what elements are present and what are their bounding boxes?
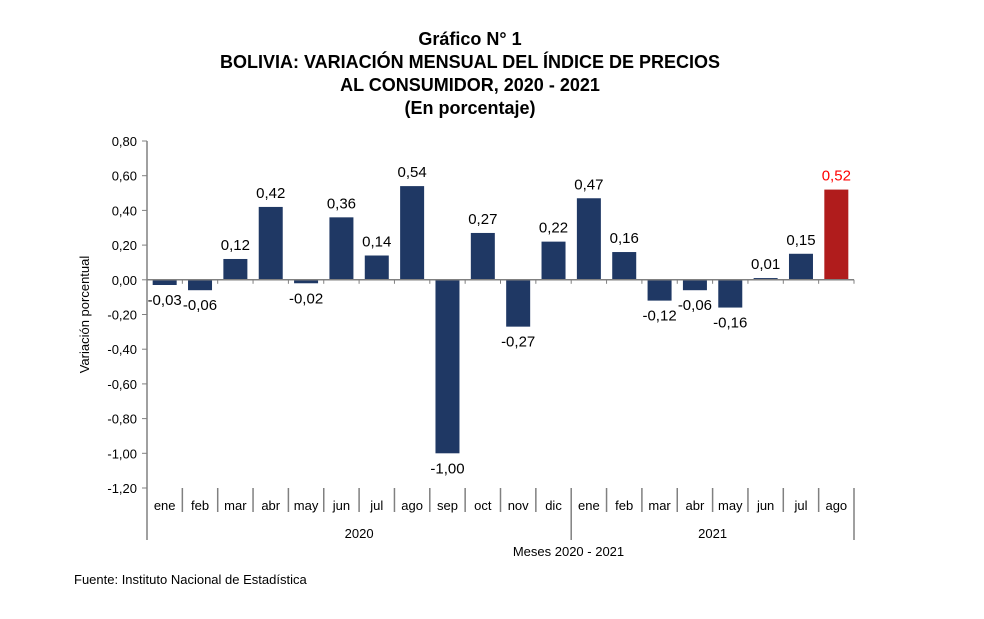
bar — [435, 279, 460, 454]
y-tick-label: -0,20 — [107, 308, 137, 323]
x-tick-label: sep — [437, 498, 458, 513]
data-label: -0,16 — [713, 315, 747, 332]
chart-title-line-4: (En porcentaje) — [404, 98, 536, 118]
y-tick-label: -0,60 — [107, 377, 137, 392]
group-label: 2020 — [345, 526, 374, 541]
bar — [152, 279, 177, 286]
x-tick-label: mar — [648, 498, 671, 513]
data-label: -0,06 — [183, 297, 217, 314]
y-tick-label: 0,20 — [112, 238, 137, 253]
bar — [223, 258, 248, 280]
bar — [258, 206, 283, 280]
bar — [188, 279, 213, 291]
y-tick-label: 0,40 — [112, 203, 137, 218]
data-label: 0,12 — [221, 237, 250, 254]
bar — [824, 189, 849, 280]
bar — [400, 186, 425, 280]
x-tick-label: jun — [332, 498, 350, 513]
data-label: 0,52 — [822, 168, 851, 185]
data-label: -0,27 — [501, 334, 535, 351]
x-tick-label: feb — [191, 498, 209, 513]
x-tick-label: ago — [401, 498, 423, 513]
y-tick-label: 0,60 — [112, 169, 137, 184]
bar — [506, 279, 531, 327]
x-tick-label: mar — [224, 498, 247, 513]
x-tick-label: may — [718, 498, 743, 513]
y-tick-label: -0,40 — [107, 342, 137, 357]
data-label: 0,47 — [574, 176, 603, 193]
y-tick-label: 0,00 — [112, 273, 137, 288]
bar — [612, 252, 637, 280]
data-label: 0,14 — [362, 234, 391, 251]
data-label: 0,16 — [610, 230, 639, 247]
data-label: 0,42 — [256, 185, 285, 202]
x-tick-label: ene — [154, 498, 176, 513]
bar — [753, 278, 778, 280]
bar — [718, 279, 743, 308]
bar — [294, 279, 319, 284]
y-tick-label: -0,80 — [107, 412, 137, 427]
x-axis-label: Meses 2020 - 2021 — [513, 544, 624, 559]
data-label: 0,15 — [786, 232, 815, 249]
bar — [682, 279, 707, 291]
data-label: 0,27 — [468, 211, 497, 228]
bar — [470, 232, 495, 280]
group-label: 2021 — [698, 526, 727, 541]
data-label: 0,01 — [751, 256, 780, 273]
x-tick-label: jul — [369, 498, 383, 513]
y-tick-label: -1,00 — [107, 446, 137, 461]
x-tick-label: feb — [615, 498, 633, 513]
data-label: -0,06 — [678, 297, 712, 314]
x-tick-label: nov — [508, 498, 529, 513]
bar — [647, 279, 672, 301]
bar — [788, 253, 813, 280]
data-label: -0,12 — [642, 308, 676, 325]
x-tick-label: abr — [261, 498, 280, 513]
data-label: -0,03 — [148, 292, 182, 309]
y-axis-label: Variación porcentual — [77, 256, 92, 374]
data-label: -0,02 — [289, 290, 323, 307]
x-tick-label: jun — [756, 498, 774, 513]
x-tick-label: ene — [578, 498, 600, 513]
data-label: 0,54 — [398, 164, 427, 181]
x-tick-label: ago — [825, 498, 847, 513]
bar — [576, 198, 601, 280]
x-tick-label: abr — [686, 498, 705, 513]
bar — [364, 255, 389, 280]
source-note: Fuente: Instituto Nacional de Estadístic… — [74, 572, 307, 587]
chart-title-line-1: Gráfico N° 1 — [418, 29, 522, 49]
data-label: 0,22 — [539, 220, 568, 237]
x-tick-label: dic — [545, 498, 562, 513]
y-tick-label: -1,20 — [107, 481, 137, 496]
data-label: 0,36 — [327, 195, 356, 212]
x-tick-label: may — [294, 498, 319, 513]
chart-title-line-3: AL CONSUMIDOR, 2020 - 2021 — [340, 75, 600, 95]
bar — [541, 241, 566, 280]
x-tick-label: oct — [474, 498, 492, 513]
chart-title-line-2: BOLIVIA: VARIACIÓN MENSUAL DEL ÍNDICE DE… — [219, 52, 721, 72]
x-tick-label: jul — [793, 498, 807, 513]
bar — [329, 217, 354, 280]
data-label: -1,00 — [430, 460, 464, 477]
y-tick-label: 0,80 — [112, 134, 137, 149]
